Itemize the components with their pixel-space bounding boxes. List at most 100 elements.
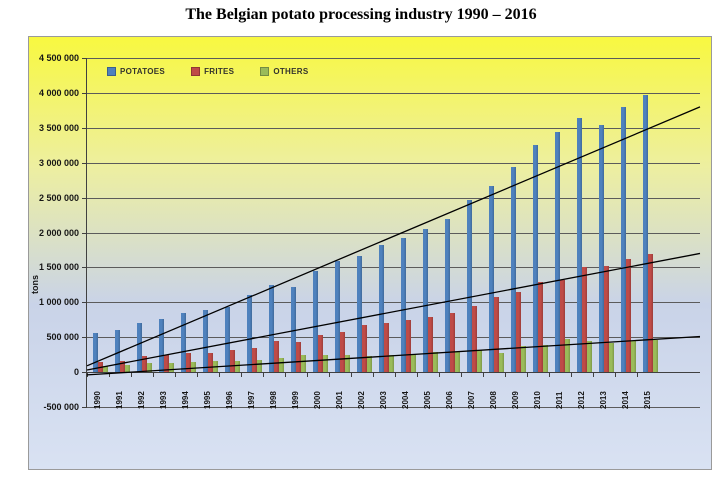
bar-others-2004 <box>411 353 416 373</box>
gridline <box>87 92 700 94</box>
x-axis-tick-label: 1990 <box>93 391 102 410</box>
legend: POTATOES FRITES OTHERS <box>107 67 308 76</box>
trendline-frites <box>86 252 701 371</box>
y-axis-tick <box>82 92 87 94</box>
x-axis-tick-label: 2000 <box>313 391 322 410</box>
bar-others-2013 <box>609 342 614 373</box>
bar-potatoes-2003 <box>379 245 384 373</box>
bar-frites-1995 <box>208 353 213 373</box>
bar-others-1993 <box>169 362 174 373</box>
bar-potatoes-2004 <box>401 237 406 373</box>
bar-potatoes-2008 <box>489 186 494 373</box>
bar-frites-2001 <box>340 331 345 373</box>
bar-others-1999 <box>301 355 306 373</box>
y-axis-tick <box>82 58 87 59</box>
bar-frites-2011 <box>560 280 565 373</box>
bar-frites-1996 <box>230 350 235 373</box>
bar-others-2014 <box>631 340 636 373</box>
y-axis-tick-label: 3 000 000 <box>38 157 79 168</box>
x-axis-tick-label: 1999 <box>291 391 300 410</box>
gridline <box>87 232 700 234</box>
bar-others-2015 <box>653 339 658 373</box>
bar-others-2003 <box>389 354 394 373</box>
y-axis-title: tons <box>30 275 40 294</box>
bar-others-1998 <box>279 358 284 373</box>
bar-potatoes-1997 <box>247 294 252 373</box>
bar-others-2002 <box>367 356 372 373</box>
bar-frites-2005 <box>428 316 433 373</box>
chart-title: The Belgian potato processing industry 1… <box>185 6 537 23</box>
x-axis-tick-label: 1994 <box>181 391 190 410</box>
x-axis-tick-label: 2006 <box>445 391 454 410</box>
bar-frites-2006 <box>450 313 455 373</box>
y-axis-tick <box>82 162 87 164</box>
legend-swatch-icon <box>191 67 201 76</box>
chart-frame: POTATOES FRITES OTHERS 4 500 000 4 000 000 3… <box>28 36 712 470</box>
bar-frites-2013 <box>604 266 609 373</box>
bar-others-2011 <box>565 338 570 373</box>
bar-frites-2003 <box>384 322 389 373</box>
x-axis-tick-label: 1998 <box>269 391 278 410</box>
bar-potatoes-1991 <box>115 329 120 373</box>
legend-label: POTATOES <box>120 67 166 76</box>
trend-lines <box>86 106 701 376</box>
bar-potatoes-1998 <box>269 284 274 373</box>
bar-others-2010 <box>543 344 548 373</box>
legend-item-frites: FRITES <box>191 67 234 76</box>
y-axis-tick-label: 1 500 000 <box>38 262 79 273</box>
bar-potatoes-1993 <box>159 319 164 373</box>
y-axis-tick-label: -500 000 <box>43 402 79 412</box>
x-axis-tick-label: 2012 <box>577 391 586 410</box>
bar-potatoes-2002 <box>357 255 362 373</box>
plot-area: 1990 1991 1992 1993 1994 1995 1996 1997 1998 1999… <box>82 58 701 410</box>
bar-potatoes-2010 <box>533 145 538 373</box>
bar-potatoes-1995 <box>203 309 208 373</box>
bar-frites-1998 <box>274 340 279 373</box>
bar-potatoes-1990 <box>93 333 98 373</box>
bar-frites-2014 <box>626 259 631 373</box>
gridline <box>87 197 700 199</box>
bar-others-2006 <box>455 351 460 373</box>
y-axis-tick <box>82 197 87 199</box>
bar-frites-2010 <box>538 282 543 373</box>
y-axis-tick-label: 4 000 000 <box>38 87 79 98</box>
bar-potatoes-2009 <box>511 166 516 373</box>
bar-others-2009 <box>521 346 526 373</box>
y-axis-tick-label: 2 500 000 <box>38 192 79 203</box>
x-axis-tick-label: 2007 <box>467 391 476 410</box>
x-axis-tick-label: 2005 <box>423 391 432 410</box>
y-axis-tick-label: 3 500 000 <box>38 122 79 133</box>
x-axis-tick-label: 1995 <box>203 391 212 410</box>
bar-frites-2002 <box>362 325 367 373</box>
bar-potatoes-2012 <box>577 118 582 373</box>
y-axis-tick-label: 4 500 000 <box>38 53 79 63</box>
gridline <box>87 302 700 304</box>
x-axis-tick-label: 1997 <box>247 391 256 410</box>
bar-potatoes-1999 <box>291 287 296 373</box>
bar-others-2012 <box>587 341 592 373</box>
x-axis-tick-label: 2008 <box>489 391 498 410</box>
legend-label: OTHERS <box>273 67 309 76</box>
bar-others-1990 <box>103 366 108 373</box>
bar-potatoes-1992 <box>137 322 142 373</box>
bar-potatoes-1994 <box>181 313 186 373</box>
bar-potatoes-2005 <box>423 229 428 373</box>
y-axis-tick <box>82 372 87 374</box>
x-axis-tick-label: 1993 <box>159 391 168 410</box>
bar-potatoes-2006 <box>445 219 450 373</box>
trendline-others <box>86 335 701 376</box>
legend-swatch-icon <box>107 67 116 76</box>
bar-frites-2004 <box>406 320 411 373</box>
bar-frites-2007 <box>472 306 477 373</box>
bar-frites-1994 <box>186 352 191 373</box>
bar-others-2000 <box>323 354 328 373</box>
x-axis-tick-label: 2015 <box>643 391 652 410</box>
legend-item-potatoes: POTATOES <box>107 67 165 76</box>
y-axis-tick <box>82 232 87 234</box>
bar-frites-1997 <box>252 348 257 373</box>
bar-potatoes-2001 <box>335 261 340 373</box>
bar-frites-1992 <box>142 356 147 373</box>
x-axis-tick-label: 1996 <box>225 391 234 410</box>
trendline-potatoes <box>86 106 701 367</box>
gridline <box>87 267 700 269</box>
